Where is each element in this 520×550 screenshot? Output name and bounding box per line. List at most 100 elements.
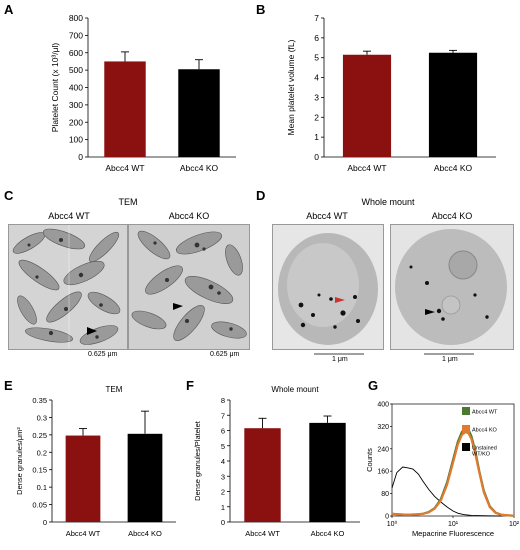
bar-f-wt (244, 428, 281, 522)
x-tick-label-f: Abcc4 KO (311, 529, 345, 538)
bar-a-ko (178, 69, 220, 157)
y-tick-label-a: 500 (69, 65, 83, 75)
tem-ko-micrograph (128, 224, 250, 350)
panel-d-wt-label: Abcc4 WT (306, 211, 348, 221)
legend-label-ko: Abcc4 KO (472, 428, 497, 434)
x-tick-label-g: 10⁰ (387, 520, 398, 528)
y-axis-label-e: Dense granules/μm² (15, 427, 24, 495)
panel-c-title: TEM (118, 197, 138, 207)
y-tick-label-a: 600 (69, 48, 83, 58)
y-tick-label-e: 0.2 (37, 448, 47, 457)
y-tick-label-e: 0.25 (32, 431, 47, 440)
panel-label-e: E (4, 378, 13, 393)
x-tick-label-a: Abcc4 WT (105, 163, 144, 173)
y-tick-label-e: 0 (43, 518, 47, 527)
wholemount-ko-micrograph (390, 224, 514, 350)
x-axis-label-g: Mepacrine Fluorescence (412, 529, 494, 538)
x-tick-label-a: Abcc4 KO (180, 163, 219, 173)
x-tick-label-b: Abcc4 KO (434, 163, 473, 173)
panel-label-f: F (186, 378, 194, 393)
y-tick-label-b: 1 (314, 132, 319, 142)
series-line-unstained (391, 466, 514, 517)
panel-d-scale-bars (314, 353, 474, 355)
y-tick-label-f: 0 (221, 518, 225, 527)
y-tick-label-e: 0.05 (32, 501, 47, 510)
y-tick-label-f: 3 (221, 472, 225, 481)
y-tick-label-b: 6 (314, 33, 319, 43)
panel-label-b: B (256, 2, 266, 17)
y-tick-label-e: 0.35 (32, 396, 47, 405)
y-tick-label-b: 7 (314, 13, 319, 23)
y-tick-label-a: 800 (69, 13, 83, 23)
y-tick-label-a: 0 (78, 152, 83, 162)
y-tick-label-a: 100 (69, 135, 83, 145)
y-tick-label-f: 2 (221, 488, 225, 497)
chart-title-e: TEM (106, 385, 123, 394)
chart-title-f: Whole mount (271, 385, 319, 394)
x-tick-label-e: Abcc4 KO (128, 529, 162, 538)
x-tick-label-g: 10² (509, 521, 520, 528)
y-tick-label-g: 0 (385, 514, 389, 521)
legend-swatch-ko (462, 425, 470, 433)
y-tick-label-a: 400 (69, 83, 83, 93)
x-tick-label-e: Abcc4 WT (66, 529, 101, 538)
y-tick-label-b: 5 (314, 53, 319, 63)
bar-b-ko (428, 52, 478, 157)
y-tick-label-f: 7 (221, 411, 225, 420)
panel-c-scale-left: 0.625 μm (88, 351, 118, 358)
y-axis-label-f: Dense granules/Platelet (193, 420, 202, 501)
y-tick-label-b: 2 (314, 112, 319, 122)
panel-label-a: A (4, 2, 14, 17)
y-tick-label-f: 1 (221, 503, 225, 512)
panel-c-ko-label: Abcc4 KO (168, 211, 210, 221)
legend-swatch-wt (462, 407, 470, 415)
tem-wt-micrograph (8, 224, 128, 350)
panel-d-scale-left: 1 μm (332, 356, 348, 363)
legend-label-unstained: Unstained WT/KO (472, 446, 497, 458)
x-tick-label-g: 10¹ (448, 521, 459, 528)
y-tick-label-f: 5 (221, 442, 225, 451)
y-tick-label-a: 300 (69, 100, 83, 110)
bar-e-ko (127, 433, 163, 522)
y-tick-label-b: 4 (314, 73, 319, 83)
series-line-ko (391, 430, 515, 517)
wholemount-wt-micrograph (272, 224, 384, 350)
y-axis-label-b: Mean platelet volume (fL) (286, 39, 296, 135)
mean-platelet-volume-chart: 0 1 2 3 4 5 6 7 Mean platelet volume (fL) Abcc4 W… (286, 13, 496, 173)
y-tick-label-e: 0.1 (37, 483, 47, 492)
bar-a-wt (104, 61, 146, 157)
wholemount-dense-granules-chart: 0 1 2 3 4 5 6 7 8 Dense granules/Platelet Whole mo… (193, 385, 360, 538)
y-tick-label-f: 8 (221, 396, 225, 405)
panel-label-c: C (4, 188, 14, 203)
bar-b-wt (342, 54, 392, 157)
y-tick-label-g: 400 (377, 402, 389, 409)
bar-e-wt (65, 435, 101, 522)
series-line-wt (391, 426, 515, 517)
panel-d-title: Whole mount (361, 197, 415, 207)
y-tick-label-e: 0.3 (37, 413, 47, 422)
y-tick-label-f: 6 (221, 427, 225, 436)
y-tick-label-g: 240 (377, 446, 389, 453)
legend-label-wt: Abcc4 WT (472, 410, 498, 416)
y-tick-label-g: 80 (381, 491, 389, 498)
y-tick-label-a: 200 (69, 117, 83, 127)
bar-f-ko (309, 422, 346, 522)
y-tick-label-a: 700 (69, 30, 83, 40)
y-tick-label-g: 320 (377, 424, 389, 431)
panel-d-ko-label: Abcc4 KO (431, 211, 473, 221)
x-tick-label-b: Abcc4 WT (347, 163, 386, 173)
tem-dense-granules-chart: 0 0.05 0.1 0.15 0.2 0.25 0.3 0.35 Dense granules… (15, 385, 176, 538)
y-tick-label-b: 0 (314, 152, 319, 162)
y-tick-label-e: 0.15 (32, 466, 47, 475)
y-tick-label-f: 4 (221, 457, 225, 466)
y-tick-label-b: 3 (314, 92, 319, 102)
panel-label-g: G (368, 378, 379, 393)
panel-d-scale-right: 1 μm (442, 356, 458, 363)
y-axis-label-g: Counts (366, 448, 374, 472)
x-tick-label-f: Abcc4 WT (245, 529, 280, 538)
panel-label-d: D (256, 188, 266, 203)
y-axis-label-a: Platelet Count (x 10³/μl) (50, 43, 60, 133)
mepacrine-histogram: 0 80 160 240 320 400 10⁰ 10¹ 10² Mepacrine Fluore… (366, 402, 520, 539)
legend-swatch-unstained (462, 443, 470, 451)
platelet-count-chart: 0 100 200 300 400 500 600 700 800 Platelet Count … (50, 13, 236, 173)
